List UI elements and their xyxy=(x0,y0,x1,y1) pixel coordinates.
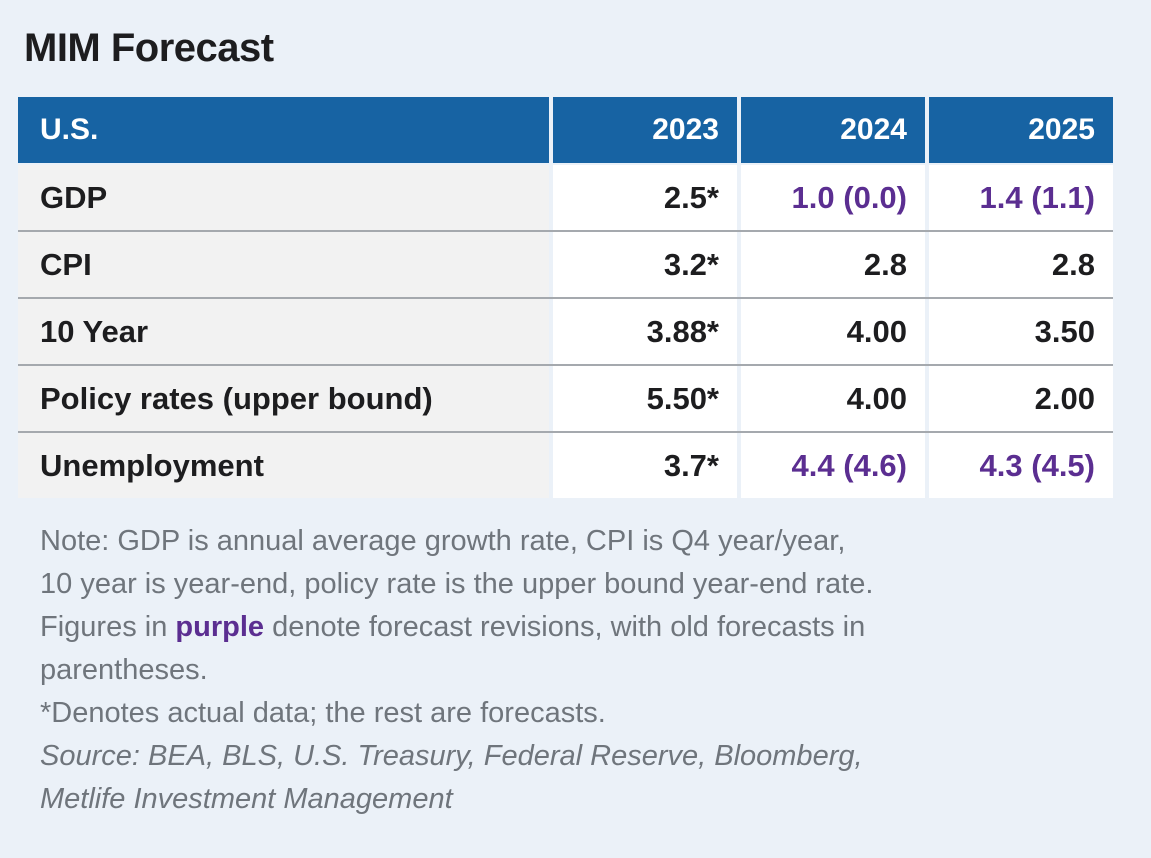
note-line: Note: GDP is annual average growth rate,… xyxy=(40,525,846,557)
note-text: denote forecast revisions, with old fore… xyxy=(264,611,866,643)
note-line: 10 year is year-end, policy rate is the … xyxy=(40,568,874,600)
cell-unemployment-2024: 4.4 (4.6) xyxy=(741,433,925,498)
header-cell-year-2025: 2025 xyxy=(929,97,1113,163)
header-cell-year-2023: 2023 xyxy=(553,97,737,163)
cell-10year-2023: 3.88* xyxy=(553,299,737,364)
cell-10year-2024: 4.00 xyxy=(741,299,925,364)
table-row-policy-rates: Policy rates (upper bound) 5.50* 4.00 2.… xyxy=(18,364,1113,431)
cell-unemployment-2025: 4.3 (4.5) xyxy=(929,433,1113,498)
row-label: Unemployment xyxy=(18,433,549,498)
table-row-10-year: 10 Year 3.88* 4.00 3.50 xyxy=(18,297,1113,364)
row-label: CPI xyxy=(18,232,549,297)
note-line: parentheses. xyxy=(40,654,208,686)
purple-highlight-word: purple xyxy=(175,611,265,643)
row-label: Policy rates (upper bound) xyxy=(18,366,549,431)
header-cell-year-2024: 2024 xyxy=(741,97,925,163)
cell-unemployment-2023: 3.7* xyxy=(553,433,737,498)
table-row-unemployment: Unemployment 3.7* 4.4 (4.6) 4.3 (4.5) xyxy=(18,431,1113,498)
source-line: Source: BEA, BLS, U.S. Treasury, Federal… xyxy=(40,740,863,772)
cell-policy-2024: 4.00 xyxy=(741,366,925,431)
note-line-with-highlight: Figures in purple denote forecast revisi… xyxy=(40,606,1151,649)
note-text: Figures in xyxy=(40,611,176,643)
cell-cpi-2024: 2.8 xyxy=(741,232,925,297)
cell-policy-2025: 2.00 xyxy=(929,366,1113,431)
cell-gdp-2025: 1.4 (1.1) xyxy=(929,165,1113,230)
asterisk-note-line: *Denotes actual data; the rest are forec… xyxy=(40,697,606,729)
cell-cpi-2025: 2.8 xyxy=(929,232,1113,297)
cell-10year-2025: 3.50 xyxy=(929,299,1113,364)
table-row-gdp: GDP 2.5* 1.0 (0.0) 1.4 (1.1) xyxy=(18,165,1113,230)
source-line: Metlife Investment Management xyxy=(40,783,453,815)
cell-cpi-2023: 3.2* xyxy=(553,232,737,297)
table-header-row: U.S. 2023 2024 2025 xyxy=(18,97,1113,163)
forecast-table: U.S. 2023 2024 2025 GDP 2.5* 1.0 (0.0) 1… xyxy=(18,97,1113,498)
row-label: 10 Year xyxy=(18,299,549,364)
footnotes: Note: GDP is annual average growth rate,… xyxy=(40,520,1151,821)
page-title: MIM Forecast xyxy=(24,26,274,70)
cell-gdp-2024: 1.0 (0.0) xyxy=(741,165,925,230)
cell-gdp-2023: 2.5* xyxy=(553,165,737,230)
row-label: GDP xyxy=(18,165,549,230)
table-row-cpi: CPI 3.2* 2.8 2.8 xyxy=(18,230,1113,297)
header-cell-region: U.S. xyxy=(18,97,549,163)
cell-policy-2023: 5.50* xyxy=(553,366,737,431)
